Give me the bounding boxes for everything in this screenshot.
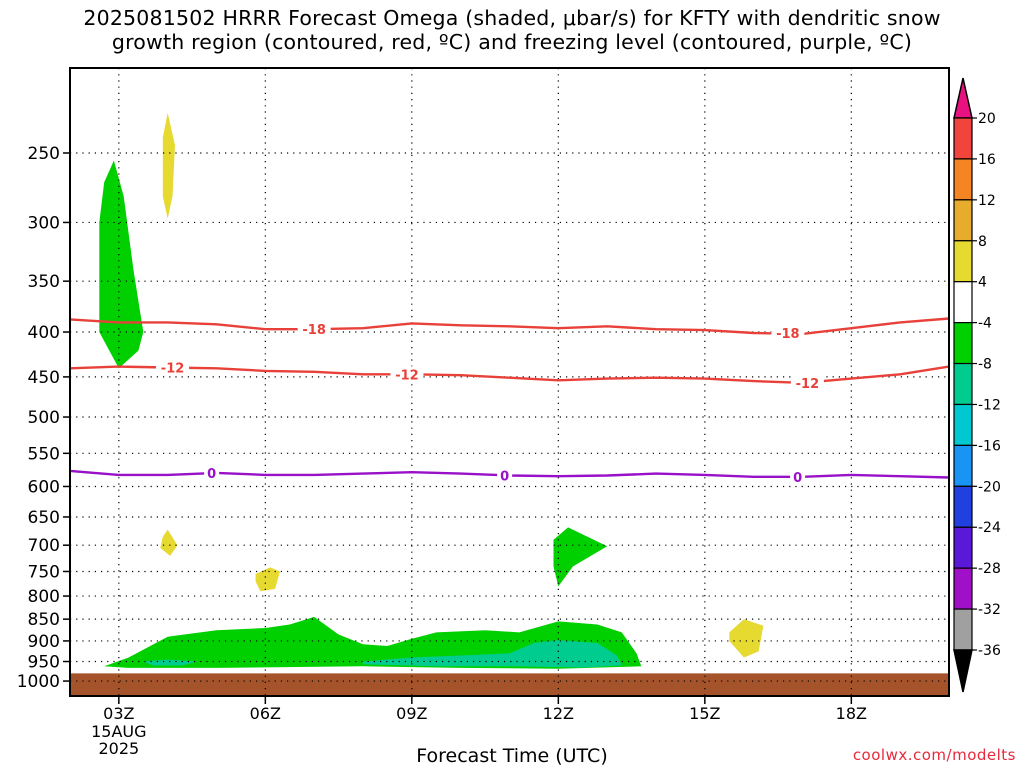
colorbar-bin-12 [953,608,973,651]
ground-fill [70,673,949,696]
dgz-contour-1-label-bg-1 [390,366,424,383]
y-tick-label-550: 550 [28,444,60,464]
colorbar-label-12: -32 [978,602,1001,618]
colorbar-bin-11 [953,567,973,610]
y-tick-label-450: 450 [28,368,60,388]
x-tick-label-12Z: 12Z [543,704,574,723]
freezing-contour-0-label-bg-0 [204,464,220,481]
colorbar-top-arrow [953,77,973,119]
colorbar-bin-0 [953,117,973,160]
y-tick-label-850: 850 [28,610,60,630]
dgz-contour-1-label-bg-2 [790,374,824,391]
y-tick-label-950: 950 [28,653,60,673]
omega-region-0 [99,160,144,369]
colorbar-bin-6 [953,362,973,406]
y-tick-label-1000: 1000 [17,672,60,692]
omega-region-1 [162,112,175,219]
colorbar-label-10: -24 [978,520,1001,536]
freezing-contour-0-label-1: 0 [500,470,509,485]
y-tick-label-900: 900 [28,632,60,652]
colorbar-bin-3 [953,240,973,283]
plot-frame [69,67,950,697]
y-tick-label-250: 250 [28,144,60,164]
colorbar-bin-4 [953,281,973,324]
y-tick-label-750: 750 [28,562,60,582]
y-tick-label-800: 800 [28,587,60,607]
colorbar-label-7: -12 [978,397,1001,413]
chart-title: 2025081502 HRRR Forecast Omega (shaded, … [0,6,1024,54]
credit-link[interactable]: coolwx.com/modelts [852,746,1016,764]
y-tick-label-350: 350 [28,272,60,292]
colorbar-bin-7 [953,403,973,446]
dgz-contour-1-label-1: -12 [395,368,419,383]
colorbar-label-9: -20 [978,479,1001,495]
omega-region-4 [553,527,608,587]
y-tick-label-600: 600 [28,477,60,497]
x-tick-label-18Z: 18Z [836,704,867,723]
colorbar-bin-2 [953,199,973,242]
colorbar-label-4: 4 [978,275,987,291]
colorbar-label-11: -28 [978,561,1001,577]
colorbar-label-13: -36 [978,643,1001,659]
x-date-label-0: 15AUG [91,722,146,741]
colorbar-label-2: 12 [978,193,996,209]
freezing-contour-0-label-2: 0 [793,471,802,486]
colorbar-label-3: 8 [978,234,987,250]
x-axis-label: Forecast Time (UTC) [416,745,608,767]
colorbar-bin-5 [953,322,973,365]
colorbar-bin-8 [953,444,973,487]
colorbar-label-8: -16 [978,438,1001,454]
dgz-contour-0-label-1: -18 [776,327,800,342]
title-line-1: 2025081502 HRRR Forecast Omega (shaded, … [83,6,941,30]
colorbar-bottom-arrow [953,649,973,693]
colorbar-label-1: 16 [978,152,996,168]
dgz-contour-0-label-bg-1 [771,324,805,341]
colorbar-bin-10 [953,526,973,569]
x-tick-label-09Z: 09Z [396,704,427,723]
colorbar-bin-9 [953,485,973,528]
y-tick-label-700: 700 [28,536,60,556]
dgz-contour-0-label-bg-0 [297,321,331,338]
dgz-contour-1-label-bg-0 [156,359,190,376]
colorbar-label-6: -8 [978,357,992,373]
dgz-contour-1-label-2: -12 [796,377,820,392]
colorbar-label-5: -4 [978,316,992,332]
x-tick-label-15Z: 15Z [689,704,720,723]
colorbar-label-0: 20 [978,111,996,127]
dgz-contour-0-label-0: -18 [302,323,326,338]
title-line-2: growth region (contoured, red, ºC) and f… [111,30,913,54]
omega-region-3 [255,567,280,592]
dgz-contour-0-line [69,317,950,336]
y-tick-label-300: 300 [28,213,60,233]
omega-region-2 [160,529,178,556]
y-tick-label-400: 400 [28,323,60,343]
y-tick-label-500: 500 [28,408,60,428]
x-date-label-1: 2025 [98,739,139,758]
x-tick-label-06Z: 06Z [250,704,281,723]
y-tick-label-650: 650 [28,508,60,528]
x-tick-label-03Z: 03Z [103,704,134,723]
colorbar-bin-1 [953,158,973,201]
freezing-contour-0-label-bg-2 [790,468,806,485]
freezing-contour-0-label-0: 0 [207,467,216,482]
dgz-contour-1-label-0: -12 [161,361,185,376]
freezing-contour-0-label-bg-1 [497,467,513,484]
omega-region-8 [363,640,622,668]
omega-region-5 [729,619,764,658]
omega-region-7 [143,659,197,666]
